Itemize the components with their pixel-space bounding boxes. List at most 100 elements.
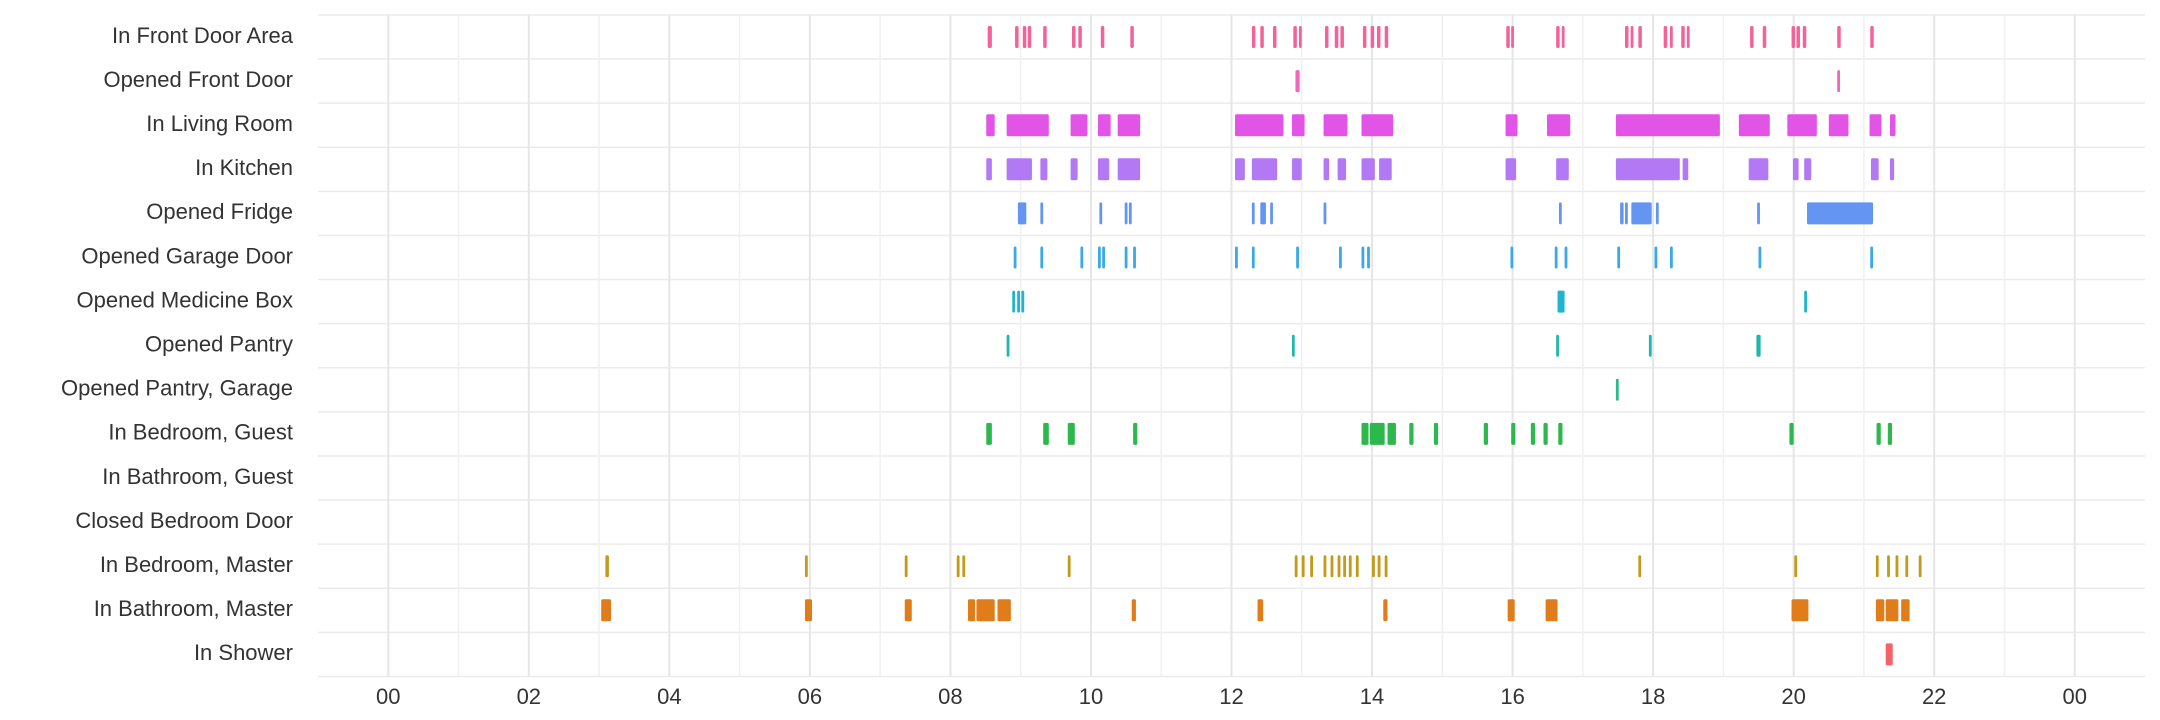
event-bar <box>1340 26 1344 48</box>
event-bar <box>1251 158 1278 181</box>
event-bar <box>1012 290 1016 313</box>
x-tick-label: 00 <box>376 684 400 709</box>
category-label: In Bathroom, Master <box>94 596 293 621</box>
event-bar <box>1272 26 1277 48</box>
event-bar <box>1791 599 1809 622</box>
event-bar <box>1556 158 1569 181</box>
event-bar <box>1875 599 1885 622</box>
event-bar <box>1505 158 1517 181</box>
event-bar <box>1117 114 1141 137</box>
event-bar <box>1361 422 1369 445</box>
event-bar <box>1355 555 1359 578</box>
event-bar <box>1124 202 1128 225</box>
event-bar <box>1097 158 1110 181</box>
event-bar <box>1295 70 1300 93</box>
event-bar <box>1757 202 1760 225</box>
event-bar <box>1130 26 1134 48</box>
event-bar <box>1885 643 1893 666</box>
event-bar <box>1291 334 1295 357</box>
category-label: In Shower <box>194 640 293 665</box>
event-bar <box>1370 26 1375 48</box>
event-bar <box>904 599 912 622</box>
event-bar <box>1043 26 1047 48</box>
category-label: Opened Pantry <box>145 332 293 357</box>
event-bar <box>1561 26 1565 48</box>
category-label: Opened Front Door <box>103 67 293 92</box>
category-label: In Front Door Area <box>112 23 294 48</box>
event-bar <box>1369 422 1385 445</box>
event-bar <box>1669 26 1673 48</box>
event-bar <box>1260 26 1264 48</box>
event-bar <box>1131 599 1136 622</box>
event-bar <box>1301 555 1305 578</box>
event-bar <box>1564 246 1568 269</box>
event-bar <box>1361 246 1365 269</box>
event-bar <box>1097 246 1101 269</box>
event-bar <box>1040 246 1044 269</box>
event-bar <box>1324 26 1329 48</box>
event-bar <box>1379 158 1392 181</box>
x-tick-label: 20 <box>1781 684 1805 709</box>
event-bar <box>1040 158 1048 181</box>
category-label: In Bathroom, Guest <box>102 464 293 489</box>
event-bar <box>1071 26 1076 48</box>
event-bar <box>1377 555 1381 578</box>
event-bar <box>1027 26 1032 48</box>
event-bar <box>1620 202 1624 225</box>
event-bar <box>1615 378 1619 401</box>
category-label: Closed Bedroom Door <box>75 508 293 533</box>
category-label: In Living Room <box>146 111 293 136</box>
event-bar <box>1631 202 1652 225</box>
event-bar <box>1807 202 1874 225</box>
event-bar <box>1554 246 1558 269</box>
event-bar <box>1006 334 1010 357</box>
event-bar <box>1750 26 1754 48</box>
event-bar <box>1511 422 1516 445</box>
event-bar <box>1505 114 1518 137</box>
event-bar <box>1556 334 1559 357</box>
category-label: Opened Garage Door <box>81 243 293 268</box>
event-bar <box>1625 26 1629 48</box>
event-bar <box>1251 202 1255 225</box>
event-bar <box>1543 422 1548 445</box>
event-bar <box>1310 555 1314 578</box>
event-bar <box>1615 114 1720 137</box>
event-bar <box>1296 246 1299 269</box>
event-bar <box>1015 26 1019 48</box>
event-bar <box>1682 158 1689 181</box>
event-bar <box>1804 290 1808 313</box>
x-tick-label: 12 <box>1219 684 1243 709</box>
category-label: Opened Pantry, Garage <box>61 376 293 401</box>
event-bar <box>1257 599 1264 622</box>
event-bar <box>1235 158 1245 181</box>
event-bar <box>986 422 992 445</box>
event-bar <box>1323 114 1348 137</box>
category-label: In Kitchen <box>195 155 293 180</box>
event-bar <box>804 599 812 622</box>
event-bar <box>1433 422 1439 445</box>
event-bar <box>1483 422 1488 445</box>
event-bar <box>1558 202 1562 225</box>
event-bar <box>987 26 992 48</box>
event-bar <box>1748 158 1769 181</box>
event-bar <box>1756 334 1761 357</box>
event-bar <box>1006 158 1032 181</box>
event-bar <box>1070 114 1088 137</box>
event-bar <box>1067 422 1075 445</box>
event-bar <box>1099 202 1103 225</box>
event-bar <box>1361 158 1375 181</box>
event-bar <box>1669 246 1673 269</box>
event-bar <box>1384 555 1388 578</box>
event-bar <box>1383 599 1388 622</box>
event-bar <box>1078 26 1082 48</box>
event-bar <box>1681 26 1685 48</box>
event-bar <box>1875 555 1879 578</box>
event-bar <box>1789 422 1794 445</box>
event-bar <box>1655 202 1659 225</box>
event-bar <box>1070 158 1078 181</box>
event-bar <box>1067 555 1071 578</box>
event-bar <box>1792 158 1799 181</box>
event-bar <box>997 599 1011 622</box>
x-tick-label: 14 <box>1360 684 1384 709</box>
